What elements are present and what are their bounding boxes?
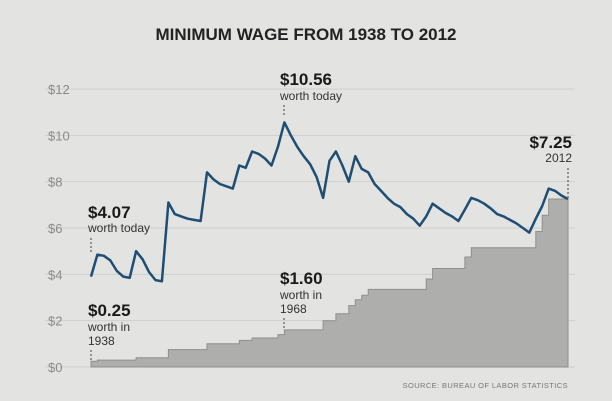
annotation-2012: $7.25 2012 xyxy=(529,133,572,198)
gridlines xyxy=(45,88,575,368)
y-tick-label: $6 xyxy=(48,221,62,236)
real-wage-line xyxy=(89,121,569,283)
y-axis-ticks: $0 $2 $4 $6 $8 $10 $12 xyxy=(48,82,70,375)
annotation-subline: 2012 xyxy=(545,151,572,165)
annotation-subline: worth today xyxy=(87,221,150,235)
y-tick-label: $8 xyxy=(48,175,62,190)
source-note: SOURCE: BUREAU OF LABOR STATISTICS xyxy=(403,381,568,390)
y-tick-label: $2 xyxy=(48,314,62,329)
y-tick-label: $12 xyxy=(48,82,70,97)
annotation-1938-nominal: $0.25 worth in 1938 xyxy=(87,301,131,360)
annotation-label: $7.25 xyxy=(529,133,572,152)
annotation-label: $10.56 xyxy=(280,70,332,89)
annotation-label: $4.07 xyxy=(88,203,131,222)
annotation-1968-real: $10.56 worth today xyxy=(279,70,342,117)
annotation-label: $0.25 xyxy=(88,301,131,320)
annotation-subline: 1938 xyxy=(88,334,115,348)
annotation-subline: worth today xyxy=(279,89,342,103)
y-tick-label: $4 xyxy=(48,267,62,282)
annotation-1968-nominal: $1.60 worth in 1968 xyxy=(279,269,323,330)
annotation-subline: worth in xyxy=(279,288,322,302)
y-tick-label: $0 xyxy=(48,360,62,375)
annotation-subline: worth in xyxy=(87,320,130,334)
annotation-label: $1.60 xyxy=(280,269,323,288)
nominal-wage-area xyxy=(90,198,569,368)
y-tick-label: $10 xyxy=(48,128,70,143)
annotation-1938-real: $4.07 worth today xyxy=(87,203,150,254)
annotation-subline: 1968 xyxy=(280,302,307,316)
chart-title: MINIMUM WAGE FROM 1938 TO 2012 xyxy=(155,25,456,44)
